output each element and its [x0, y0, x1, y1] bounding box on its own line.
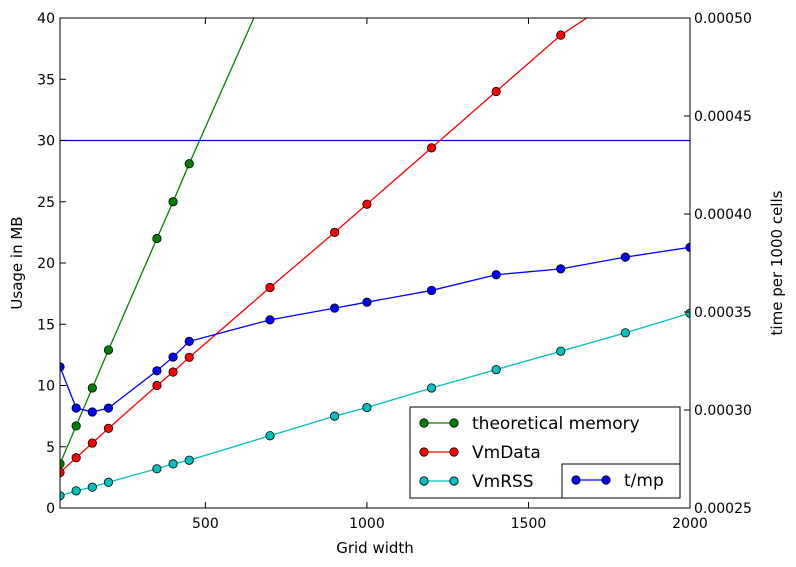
data-point-1-4	[152, 380, 162, 391]
y-left-tick-label: 5	[46, 440, 55, 456]
data-point-1-11	[491, 86, 501, 97]
data-point-3-4	[152, 366, 162, 376]
data-point-2-9	[362, 402, 372, 413]
legend-swatch-marker	[449, 447, 459, 457]
data-point-3-2	[87, 407, 97, 417]
data-point-3-6	[184, 336, 194, 346]
data-point-2-1	[71, 486, 81, 496]
data-point-3-8	[330, 303, 340, 313]
data-point-0-5	[168, 197, 178, 207]
x-tick-label: 500	[192, 516, 219, 532]
data-point-2-13	[620, 328, 630, 338]
data-point-3-10	[426, 285, 437, 296]
data-point-3-1	[71, 403, 81, 413]
y-right-tick-label: 0.00025	[694, 501, 752, 517]
legend-label: theoretical memory	[472, 414, 640, 434]
legend-layer: theoretical memory VmData VmRSS t/mp	[409, 406, 681, 499]
y-right-tick-label: 0.00045	[694, 109, 752, 125]
data-point-2-12	[556, 346, 566, 356]
y-left-tick-label: 30	[37, 134, 55, 150]
data-point-0-3	[103, 345, 114, 355]
legend-swatch-marker	[419, 418, 429, 428]
y-left-tick-label: 35	[37, 72, 55, 88]
legend-label: t/mp	[624, 471, 664, 491]
series-layer	[60, 18, 690, 501]
y-left-tick-label: 25	[37, 195, 55, 211]
data-point-2-6	[184, 455, 194, 465]
data-point-1-2	[87, 438, 97, 448]
data-point-3-9	[362, 297, 372, 307]
data-point-1-8	[330, 227, 340, 237]
data-point-3-3	[103, 403, 114, 413]
y-axis-left-label: Usage in MB	[8, 216, 26, 309]
data-point-1-3	[103, 423, 114, 433]
legend-swatch-marker	[449, 418, 459, 428]
legend-swatch-marker	[419, 447, 429, 457]
data-point-2-10	[426, 383, 437, 393]
data-point-1-5	[168, 367, 178, 377]
x-tick-label: 1000	[349, 516, 385, 532]
data-point-3-7	[265, 315, 275, 325]
data-point-2-4	[152, 464, 162, 474]
ticks-layer: 500 1000 1500 2000 0 5 10 15 20 25 30 35 40 0.00025 0.…	[37, 11, 752, 532]
data-point-2-7	[265, 431, 275, 441]
data-point-1-7	[265, 282, 275, 293]
y-axis-right-label: time per 1000 cells	[768, 190, 786, 335]
x-tick-label: 1500	[511, 516, 547, 532]
data-point-0-2	[87, 383, 97, 393]
data-point-2-0	[60, 491, 65, 501]
data-point-1-12	[556, 30, 566, 40]
y-left-tick-label: 10	[37, 379, 55, 395]
legend-swatch-marker	[449, 476, 459, 486]
legend-swatch-marker	[571, 475, 581, 485]
y-right-tick-label: 0.00050	[694, 11, 752, 27]
data-point-3-12	[556, 264, 566, 274]
legend-label: VmRSS	[472, 472, 534, 492]
data-point-2-3	[103, 477, 114, 487]
data-point-1-0	[60, 467, 65, 478]
data-point-3-11	[491, 270, 501, 280]
y-right-tick-label: 0.00035	[694, 305, 752, 321]
data-point-2-11	[491, 364, 501, 375]
series-line-0	[60, 18, 255, 465]
y-left-tick-label: 20	[37, 256, 55, 272]
data-point-1-10	[426, 143, 437, 153]
data-point-0-0	[60, 459, 65, 469]
data-point-0-1	[71, 421, 81, 431]
data-point-2-5	[168, 459, 178, 469]
data-point-2-2	[87, 482, 97, 492]
data-point-1-6	[184, 352, 194, 362]
y-right-tick-label: 0.00030	[694, 403, 752, 419]
legend-box-1	[561, 463, 681, 499]
data-point-3-13	[620, 252, 630, 262]
y-left-tick-label: 40	[37, 11, 55, 27]
legend-swatch-marker	[601, 475, 611, 485]
data-point-0-6	[184, 159, 194, 169]
legend-label: VmData	[472, 443, 541, 463]
data-point-1-1	[71, 453, 81, 463]
x-axis-label: Grid width	[336, 539, 414, 557]
y-right-tick-label: 0.00040	[694, 207, 752, 223]
data-point-2-8	[330, 411, 340, 421]
y-left-tick-label: 0	[46, 501, 55, 517]
data-point-3-5	[168, 352, 178, 362]
data-point-0-4	[152, 233, 162, 244]
x-tick-label: 2000	[672, 516, 708, 532]
legend-swatch-marker	[419, 476, 429, 486]
y-left-tick-label: 15	[37, 317, 55, 333]
data-point-3-0	[60, 362, 65, 372]
data-point-1-9	[362, 199, 372, 209]
